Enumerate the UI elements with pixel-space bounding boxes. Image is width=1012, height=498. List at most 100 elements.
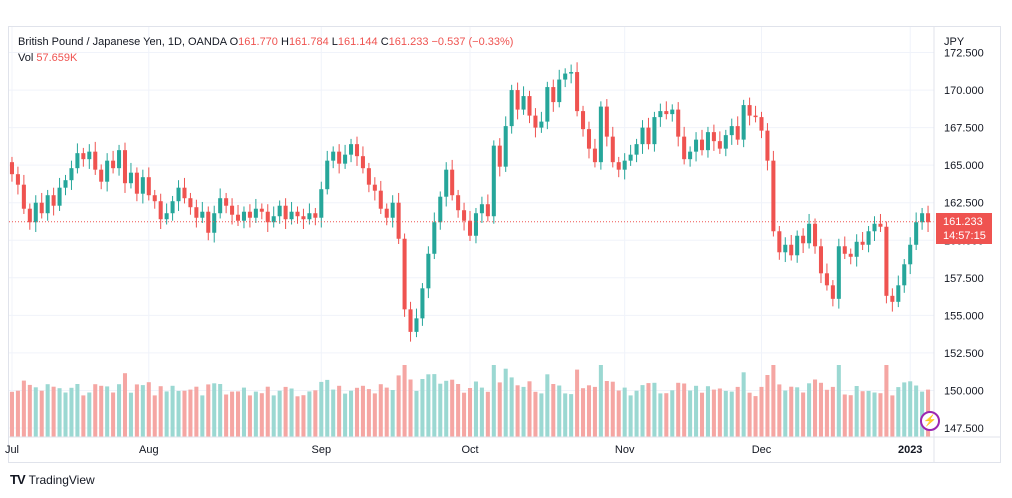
candle-body <box>598 106 603 163</box>
candle-body <box>182 187 187 199</box>
candle-body <box>337 151 342 164</box>
candle-body <box>491 145 496 217</box>
candle-body <box>497 145 502 167</box>
volume-bar <box>783 390 788 437</box>
candle-body <box>188 198 193 208</box>
symbol-title[interactable]: British Pound / Japanese Yen, 1D, OANDA <box>18 36 227 48</box>
volume-bar <box>414 390 419 437</box>
candle-body <box>307 213 312 220</box>
volume-bar <box>164 391 169 437</box>
volume-bar <box>450 379 455 437</box>
volume-bar <box>890 395 895 437</box>
candle-body <box>319 189 324 218</box>
volume-bar <box>634 390 639 437</box>
volume-bar <box>842 394 847 437</box>
candle-body <box>771 160 776 232</box>
volume-bar <box>105 386 110 437</box>
y-tick-label: 155.000 <box>944 310 984 322</box>
lightning-icon[interactable]: ⚡ <box>920 411 940 431</box>
candle-body <box>527 96 532 116</box>
volume-bar <box>759 386 764 437</box>
candle-body <box>277 205 282 217</box>
volume-bar <box>307 391 312 437</box>
candle-body <box>176 187 181 202</box>
candle-body <box>723 135 728 149</box>
candle-body <box>170 201 175 214</box>
x-tick-label: Dec <box>752 444 772 456</box>
volume-bar <box>878 393 883 437</box>
candle-body <box>259 208 264 212</box>
volume-bar <box>45 384 50 437</box>
candle-body <box>283 205 288 220</box>
candle-body <box>884 226 889 296</box>
last-price-tag: 161.233 14:57:15 <box>936 212 992 244</box>
candle-body <box>872 223 877 232</box>
candle-body <box>848 253 853 257</box>
candle-body <box>920 213 925 223</box>
volume-bar <box>277 390 282 437</box>
candle-body <box>426 253 431 289</box>
candle-body <box>122 150 128 184</box>
volume-bar <box>473 381 478 437</box>
volume-bar <box>914 385 919 437</box>
volume-bar <box>319 381 324 437</box>
volume-bar <box>128 392 133 437</box>
volume-bar <box>717 388 722 437</box>
volume-bar <box>765 375 770 437</box>
volume-bar <box>604 381 609 437</box>
candle-body <box>206 211 211 233</box>
volume-bar <box>610 381 615 437</box>
tradingview-watermark[interactable]: TV TradingView <box>10 472 95 487</box>
candle-body <box>908 244 913 265</box>
volume-bar <box>158 386 163 437</box>
candle-body <box>313 213 318 218</box>
volume-bar <box>444 380 449 437</box>
candle-body <box>747 105 752 116</box>
candle-body <box>717 141 722 149</box>
volume-bar <box>503 368 508 437</box>
candle-body <box>81 153 86 160</box>
volume-bar <box>224 394 229 437</box>
candle-body <box>604 106 609 137</box>
volume-bar <box>51 386 56 437</box>
candle-body <box>682 136 687 160</box>
volume-bar <box>337 385 342 437</box>
candle-body <box>158 201 163 220</box>
volume-bar <box>640 385 645 437</box>
candle-body <box>842 246 847 254</box>
candle-body <box>87 151 92 160</box>
volume-bar <box>729 391 734 437</box>
candle-body <box>813 223 818 247</box>
candle-body <box>402 238 407 310</box>
volume-bar <box>81 395 86 437</box>
candle-body <box>557 79 562 103</box>
x-tick-label: Nov <box>615 444 635 456</box>
volume-bar <box>15 390 20 437</box>
time-axis[interactable]: Jul Aug Sep Oct Nov Dec 2023 <box>5 444 923 456</box>
y-tick-label: 172.500 <box>944 48 984 60</box>
candle-body <box>836 246 841 299</box>
price-axis[interactable]: 172.500170.000167.500165.000162.500160.0… <box>944 48 984 435</box>
volume-bar <box>122 373 128 437</box>
volume-bar <box>527 381 532 437</box>
volume-bar <box>390 390 395 437</box>
countdown-value: 14:57:15 <box>943 229 986 242</box>
volume-bar <box>884 365 889 437</box>
volume-bar <box>682 383 687 437</box>
candle-body <box>331 151 336 161</box>
candle-body <box>688 151 693 160</box>
candle-body <box>45 195 50 214</box>
candle-body <box>616 162 621 170</box>
x-tick-label: Sep <box>312 444 332 456</box>
candle-body <box>515 90 520 110</box>
y-tick-label: 162.500 <box>944 198 984 210</box>
volume-bar <box>836 365 841 437</box>
x-tick-label: Jul <box>5 444 19 456</box>
volume-bar <box>313 390 318 437</box>
volume-bar <box>402 365 407 437</box>
candle-body <box>200 211 205 218</box>
volume-bar <box>33 387 38 437</box>
candle-body <box>694 139 699 152</box>
volume-bar <box>456 384 461 437</box>
